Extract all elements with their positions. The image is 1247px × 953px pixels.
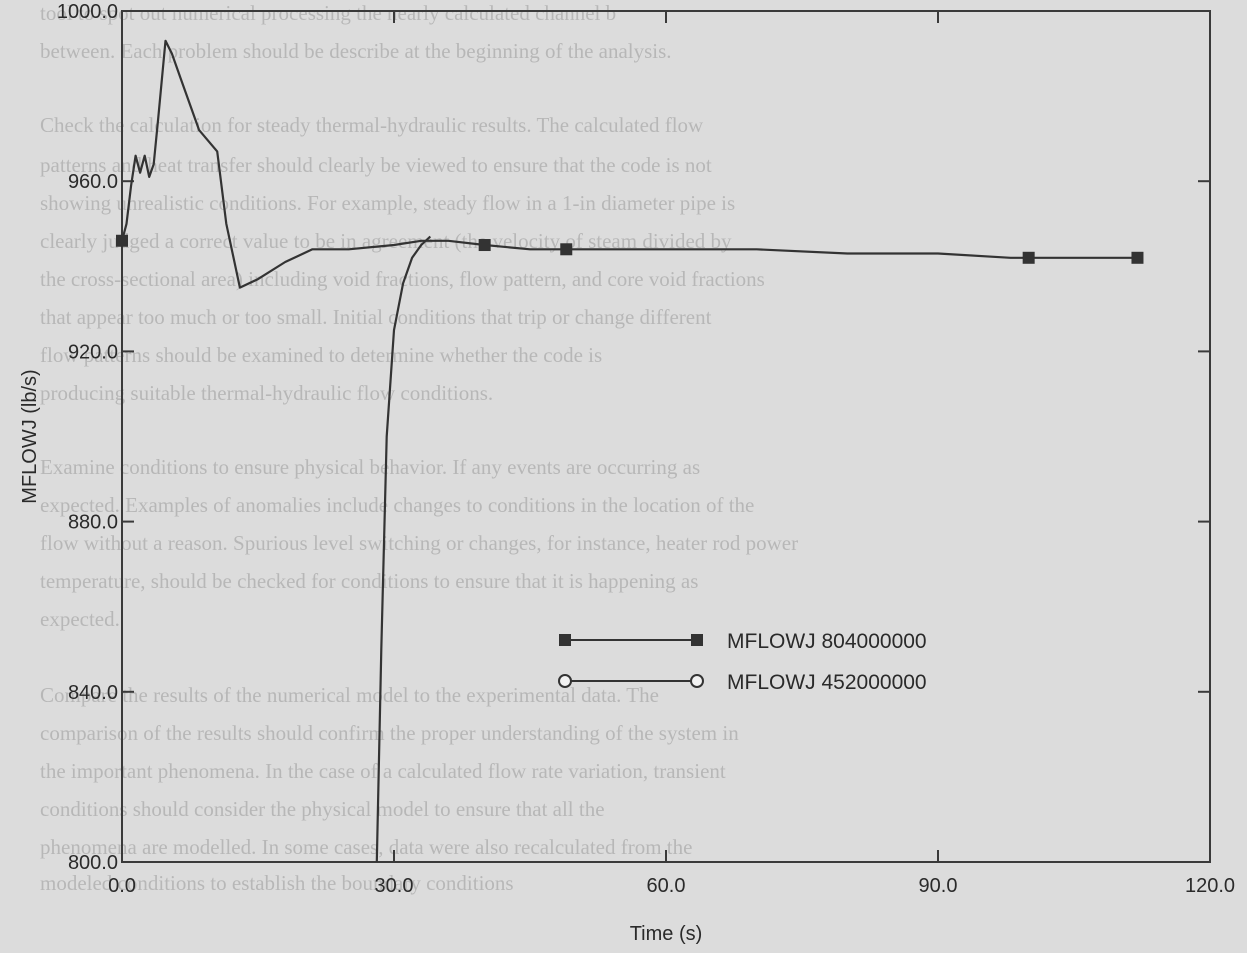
data-point-marker (478, 239, 491, 252)
background-text-line: the important phenomena. In the case of … (40, 759, 726, 783)
x-tick-label: 60.0 (647, 875, 686, 897)
x-tick-label: 30.0 (375, 875, 414, 897)
background-text-line: that appear too much or too small. Initi… (40, 305, 712, 329)
background-text-line: phenomena are modelled. In some cases, d… (40, 835, 692, 859)
background-text-line: conditions should consider the physical … (40, 797, 605, 821)
series-line (375, 235, 432, 863)
legend-marker-804000000 (559, 634, 571, 646)
y-tick-label: 920.0 (68, 341, 118, 363)
legend-marker-452000000 (690, 674, 704, 688)
x-tick-label: 0.0 (108, 875, 136, 897)
data-point-marker (116, 234, 128, 247)
background-text-line: producing suitable thermal-hydraulic flo… (40, 381, 493, 405)
background-text-line: showing unrealistic conditions. For exam… (40, 191, 735, 215)
background-text-line: flow patterns should be examined to dete… (40, 343, 602, 367)
background-text-line: patterns and heat transfer should clearl… (40, 153, 712, 177)
background-text-line: expected. (40, 607, 120, 631)
y-axis-title: MFLOWJ (lb/s) (19, 369, 41, 503)
data-point-marker (1022, 251, 1035, 264)
legend-marker-804000000 (691, 634, 703, 646)
y-tick-label: 800.0 (68, 852, 118, 874)
background-text-line: temperature, should be checked for condi… (40, 569, 698, 593)
background-text-line: Check the calculation for steady thermal… (40, 113, 704, 137)
legend-label-804000000: MFLOWJ 804000000 (727, 630, 927, 653)
y-tick-label: 840.0 (68, 682, 118, 704)
series-group (116, 39, 1144, 863)
data-point-marker (560, 243, 573, 256)
x-tick-label: 120.0 (1185, 875, 1235, 897)
background-text-line: Examine conditions to ensure physical be… (40, 455, 700, 479)
x-tick-label: 90.0 (919, 875, 958, 897)
axis-ticks: 0.0 30.0 60.0 90.0 120.0 800.0 840.0 880.0 920.0… (57, 1, 1235, 897)
background-text-line: between. Each problem should be describe… (40, 39, 672, 63)
background-text-line: comparison of the results should confirm… (40, 721, 739, 745)
legend-label-452000000: MFLOWJ 452000000 (727, 671, 927, 694)
legend: MFLOWJ 804000000 MFLOWJ 452000000 (558, 630, 927, 694)
background-text-line: modeled conditions to establish the boun… (40, 871, 514, 895)
data-point-marker (1131, 251, 1144, 264)
x-axis-title: Time (s) (630, 923, 703, 945)
legend-marker-452000000 (558, 674, 572, 688)
background-text-line: flow without a reason. Spurious level sw… (40, 531, 798, 555)
y-tick-label: 1000.0 (57, 1, 118, 23)
y-tick-label: 880.0 (68, 512, 118, 534)
series-452000000 (375, 235, 432, 863)
series-line (120, 39, 1138, 289)
background-text-line: tool to spot out numerical processing th… (40, 1, 616, 25)
series-804000000 (116, 39, 1144, 289)
y-tick-label: 960.0 (68, 171, 118, 193)
background-text-line: expected. Examples of anomalies include … (40, 493, 754, 517)
background-text-line: Compare the results of the numerical mod… (40, 683, 659, 707)
